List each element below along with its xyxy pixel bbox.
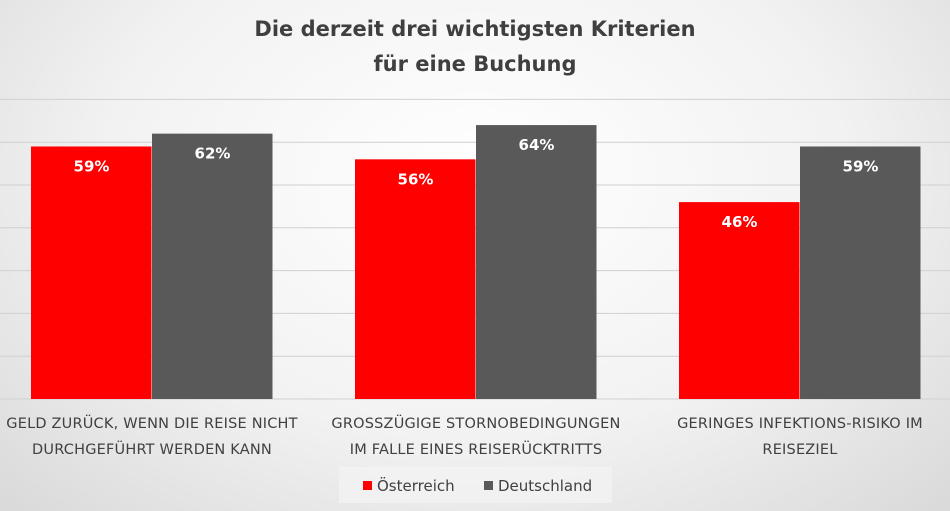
bar xyxy=(355,159,476,399)
category-label: REISEZIEL xyxy=(762,442,837,458)
category-label: DURCHGEFÜHRT WERDEN KANN xyxy=(32,440,272,458)
legend-box xyxy=(339,467,612,503)
category-label: IM FALLE EINES REISERÜCKTRITTS xyxy=(350,440,602,458)
bar xyxy=(679,202,800,399)
value-labels: 59% 62% 56% 64% 46% 59% xyxy=(74,136,879,231)
bar xyxy=(476,125,597,399)
chart-title-line-1: Die derzeit drei wichtigsten Kriterien xyxy=(254,17,695,41)
category-label: GROSSZÜGIGE STORNOBEDINGUNGEN xyxy=(331,414,620,432)
category-label: GERINGES INFEKTIONS-RISIKO IM xyxy=(677,416,923,432)
legend-label-oesterreich: Österreich xyxy=(377,476,455,495)
bar xyxy=(800,146,921,399)
data-label: 59% xyxy=(74,157,110,175)
bars xyxy=(31,125,921,399)
bar xyxy=(152,133,273,399)
legend: Österreich Deutschland xyxy=(339,467,612,503)
legend-swatch-deutschland xyxy=(484,481,493,490)
category-labels: GELD ZURÜCK, WENN DIE REISE NICHT DURCHGE… xyxy=(6,414,923,458)
data-label: 59% xyxy=(843,157,879,175)
data-label: 56% xyxy=(398,170,434,188)
legend-swatch-oesterreich xyxy=(363,481,372,490)
chart-title-line-2: für eine Buchung xyxy=(374,52,577,76)
data-label: 46% xyxy=(722,213,758,231)
bar xyxy=(31,146,152,399)
data-label: 64% xyxy=(519,136,555,154)
category-label: GELD ZURÜCK, WENN DIE REISE NICHT xyxy=(6,414,297,432)
data-label: 62% xyxy=(195,145,231,163)
legend-label-deutschland: Deutschland xyxy=(498,477,592,495)
